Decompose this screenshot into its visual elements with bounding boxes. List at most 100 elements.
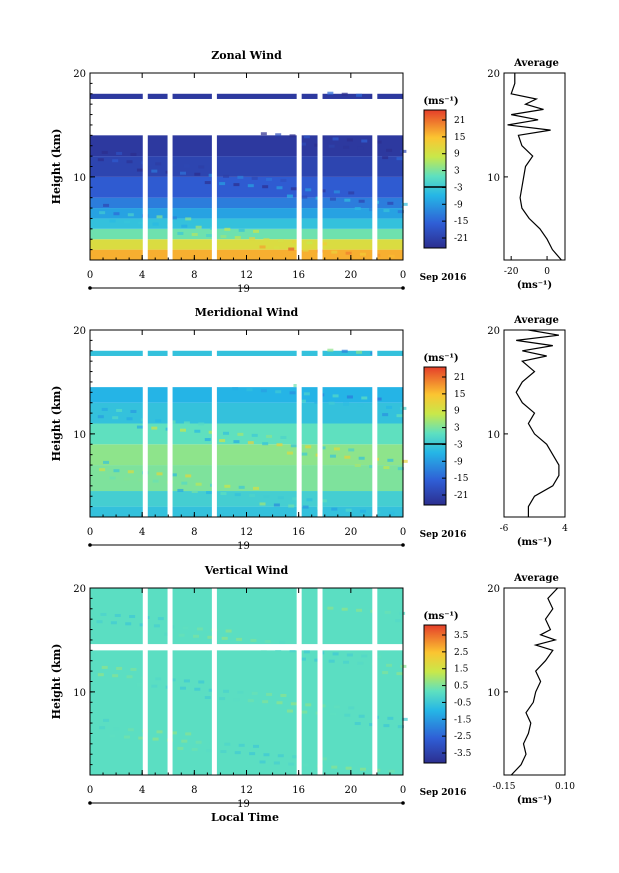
heatmap-cell xyxy=(382,413,389,417)
heatmap-cell xyxy=(123,220,130,224)
heatmap-cell xyxy=(223,431,230,435)
heatmap-cell xyxy=(155,419,162,423)
heatmap-cell xyxy=(251,691,258,695)
heatmap-cell xyxy=(223,689,230,693)
heatmap-cell xyxy=(233,698,240,702)
heatmap-cell xyxy=(397,725,404,729)
heatmap-cell xyxy=(382,671,389,675)
y-tick-label: 10 xyxy=(73,173,86,184)
month-label: Sep 2016 xyxy=(420,530,467,540)
heatmap-cell xyxy=(126,417,133,421)
x-tick-label: 20 xyxy=(344,785,357,796)
heatmap-cell xyxy=(206,234,213,238)
heatmap-cell xyxy=(301,710,308,714)
colorbar-tick-label: 15 xyxy=(454,390,466,400)
heatmap-cell xyxy=(369,465,376,469)
heatmap-cell xyxy=(262,185,269,189)
x-tick-label: 20 xyxy=(344,527,357,538)
heatmap-cell xyxy=(277,496,284,500)
heatmap-cell xyxy=(332,137,339,141)
date-label: 19 xyxy=(237,284,250,295)
heatmap-cell xyxy=(152,222,159,226)
heatmap-cell xyxy=(225,629,232,633)
date-marker xyxy=(88,543,92,547)
heatmap-cell xyxy=(157,617,164,621)
heatmap-cell xyxy=(357,661,364,665)
heatmap-cell xyxy=(193,634,200,638)
heatmap-cell xyxy=(99,468,106,472)
heatmap-cell xyxy=(329,197,336,201)
heatmap-cell xyxy=(251,433,258,437)
heatmap-cell xyxy=(303,135,310,139)
heatmap-cell xyxy=(112,416,119,420)
colorbar-tick-label: -2.5 xyxy=(454,732,472,742)
heatmap-cell xyxy=(388,254,395,258)
month-label: Sep 2016 xyxy=(420,788,467,798)
heatmap-cell xyxy=(396,672,403,676)
heatmap-cell xyxy=(345,508,352,512)
data-gap xyxy=(211,588,217,775)
heatmap-cell xyxy=(314,400,321,404)
heatmap-cell xyxy=(341,92,348,96)
month-label: Sep 2016 xyxy=(420,273,467,283)
average-x-tick-label: 0 xyxy=(544,267,550,277)
heatmap-cell xyxy=(299,142,306,146)
heatmap-cell xyxy=(276,443,283,447)
heatmap-cell xyxy=(114,613,121,617)
colorbar xyxy=(423,366,447,506)
heatmap-cell xyxy=(320,499,327,503)
heatmap-cell xyxy=(156,730,163,734)
heatmap-cell xyxy=(348,706,355,710)
heatmap-cell xyxy=(103,203,110,207)
heatmap-cell xyxy=(194,687,201,691)
data-gap xyxy=(317,73,323,260)
average-x-tick-label: 4 xyxy=(562,524,568,534)
heatmap-cell xyxy=(90,770,96,774)
heatmap-cell xyxy=(249,237,256,241)
x-tick-label: 0 xyxy=(87,527,93,538)
heatmap-cell xyxy=(329,712,336,716)
heatmap-cell xyxy=(237,690,244,694)
heatmap-band xyxy=(90,491,403,507)
panel-1: Meridional Wind 10 20 Height (km) 0 4 8 12 16 20 0… xyxy=(50,306,568,552)
heatmap-cell xyxy=(138,736,145,740)
average-frame xyxy=(503,329,566,518)
colorbar-tick-label: -3.5 xyxy=(454,749,472,759)
heatmap-cell xyxy=(112,674,119,678)
heatmap-cell xyxy=(206,749,213,753)
heatmap-cell xyxy=(299,399,306,403)
heatmap-cell xyxy=(156,215,163,219)
heatmap-cell xyxy=(224,484,231,488)
heatmap-cell xyxy=(101,150,108,154)
heatmap-cell xyxy=(127,213,134,217)
heatmap-cell xyxy=(116,666,123,670)
date-label: 19 xyxy=(237,799,250,810)
heatmap-cell xyxy=(302,248,309,252)
heatmap-cell xyxy=(396,157,403,161)
data-gap xyxy=(317,330,323,517)
heatmap-cell xyxy=(386,148,393,152)
colorbar-tick-label: 21 xyxy=(454,116,465,126)
heatmap-cell xyxy=(125,622,132,626)
heatmap-band xyxy=(90,465,403,492)
date-marker xyxy=(401,286,405,290)
average-y-tick-label: 10 xyxy=(487,430,500,441)
colorbar xyxy=(423,624,447,764)
panel-2: Vertical Wind 10 20 Height (km) 0 4 8 12 16 20 0 19… xyxy=(50,564,575,810)
heatmap-cell xyxy=(96,620,103,624)
heatmap-cell xyxy=(123,477,130,481)
date-label: 19 xyxy=(237,541,250,552)
heatmap-cell xyxy=(375,655,382,659)
date-marker xyxy=(88,801,92,805)
heatmap-cell xyxy=(383,724,390,728)
heatmap-cell xyxy=(288,504,295,508)
heatmap-cell xyxy=(113,727,120,731)
y-tick-label: 20 xyxy=(73,326,86,337)
heatmap-cell xyxy=(109,734,116,738)
heatmap-cell xyxy=(234,236,241,240)
heatmap-cell xyxy=(181,224,188,228)
x-tick-label: 16 xyxy=(292,785,305,796)
heatmap-cell xyxy=(208,430,215,434)
average-y-tick-label: 10 xyxy=(487,173,500,184)
